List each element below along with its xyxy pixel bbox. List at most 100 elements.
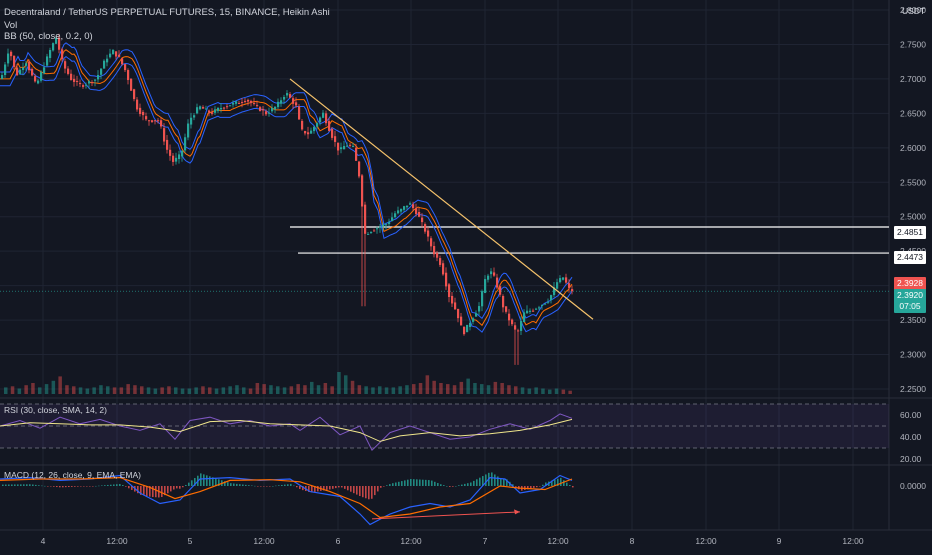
- volume-bar: [371, 387, 375, 394]
- macd-histogram-bar: [554, 479, 556, 486]
- volume-bar: [106, 386, 110, 394]
- macd-histogram-bar: [203, 474, 205, 486]
- macd-histogram-bar: [194, 478, 196, 486]
- macd-histogram-bar: [146, 486, 148, 497]
- candle-body: [82, 85, 85, 87]
- macd-label[interactable]: MACD (12, 26, close, 9, EMA, EMA): [4, 470, 141, 480]
- macd-histogram-bar: [446, 486, 448, 487]
- macd-histogram-bar: [515, 486, 517, 487]
- candle-body: [538, 307, 541, 309]
- volume-bar: [330, 386, 334, 394]
- macd-histogram-bar: [65, 486, 67, 488]
- level-2-tag[interactable]: 2.4473: [894, 251, 926, 264]
- macd-histogram-bar: [557, 478, 559, 486]
- candle-body: [220, 107, 223, 110]
- candle-body: [409, 203, 412, 205]
- candle-body: [343, 146, 346, 150]
- macd-histogram-bar: [248, 485, 250, 486]
- macd-histogram-bar: [149, 486, 151, 497]
- candle-body: [229, 105, 232, 107]
- rsi-panel: 60.00 40.00 20.00: [0, 403, 922, 464]
- volume-bar: [561, 389, 566, 394]
- candle-body: [280, 100, 283, 104]
- volume-bars: [4, 372, 572, 394]
- candle-body: [154, 120, 157, 122]
- macd-histogram-bar: [512, 484, 514, 486]
- macd-histogram-bar: [479, 477, 481, 486]
- candle-body: [265, 111, 268, 115]
- volume-bar: [344, 375, 348, 394]
- macd-histogram-bar: [98, 485, 100, 487]
- candle-body: [463, 326, 466, 335]
- candle-body: [490, 271, 493, 275]
- candle-body: [175, 157, 178, 162]
- candle-body: [517, 330, 520, 332]
- volume-label[interactable]: Vol: [4, 20, 18, 31]
- time-axis: 4 12:00 5 12:00 6 12:00 7 12:00 8 12:00 9 12:00: [41, 536, 864, 546]
- macd-histogram-bar: [380, 486, 382, 488]
- macd-histogram-bar: [128, 486, 130, 489]
- candle-body: [58, 37, 61, 50]
- x-tick-label: 12:00: [253, 536, 275, 546]
- candle-body: [493, 272, 496, 276]
- volume-bar: [446, 384, 450, 394]
- macd-histogram-bar: [491, 472, 493, 486]
- macd-histogram-bar: [311, 486, 313, 493]
- volume-bar: [384, 387, 389, 394]
- volume-bar: [180, 388, 185, 394]
- bb-label[interactable]: BB (50, close, 0.2, 0): [4, 31, 93, 42]
- macd-histogram-bar: [44, 485, 46, 487]
- macd-histogram-bar: [539, 486, 541, 487]
- volume-bar: [350, 380, 355, 394]
- level-1-tag[interactable]: 2.4851: [894, 226, 926, 239]
- volume-bar: [276, 386, 280, 394]
- macd-histogram-bar: [500, 478, 502, 486]
- candle-body: [526, 310, 529, 314]
- macd-histogram-bar: [224, 481, 226, 486]
- volume-bar: [357, 385, 362, 394]
- y-tick-label: 2.8000: [900, 5, 926, 15]
- candle-body: [190, 117, 193, 125]
- macd-histogram-bar: [167, 486, 169, 494]
- volume-bar: [398, 386, 402, 394]
- candle-body: [184, 137, 187, 151]
- volume-bar: [133, 385, 137, 394]
- rsi-label[interactable]: RSI (30, close, SMA, 14, 2): [4, 405, 107, 415]
- candle-body: [283, 97, 286, 100]
- volume-bar: [316, 385, 321, 394]
- volume-bar: [235, 385, 239, 394]
- volume-bar: [473, 383, 477, 394]
- macd-histogram-bar: [551, 480, 553, 486]
- macd-panel: 0.0000: [0, 472, 926, 526]
- volume-bar: [548, 389, 552, 394]
- macd-histogram-bar: [407, 479, 409, 486]
- candle-body: [292, 98, 295, 104]
- candle-body: [106, 58, 109, 63]
- candle-body: [541, 304, 544, 307]
- macd-histogram-bar: [353, 486, 355, 494]
- candle-body: [136, 99, 139, 110]
- symbol-title[interactable]: Decentraland / TetherUS PERPETUAL FUTURE…: [4, 7, 330, 18]
- candle-body: [352, 145, 355, 147]
- macd-histogram-bar: [374, 486, 376, 496]
- macd-histogram-bar: [113, 484, 115, 486]
- candle-body: [340, 147, 343, 150]
- candle-body: [142, 111, 145, 116]
- candle-body: [166, 139, 169, 150]
- candle-body: [322, 112, 325, 118]
- macd-histogram-bar: [449, 486, 451, 487]
- candle-body: [61, 49, 64, 60]
- candle-body: [424, 224, 427, 232]
- descending-trendline: [289, 78, 594, 320]
- x-tick-label: 8: [630, 536, 635, 546]
- x-tick-label: 4: [41, 536, 46, 546]
- x-tick-label: 7: [483, 536, 488, 546]
- currency-label: USDT: [902, 6, 926, 16]
- volume-bar: [310, 381, 314, 394]
- macd-histogram-bar: [272, 486, 274, 487]
- candle-body: [301, 120, 304, 130]
- candle-body: [112, 49, 115, 55]
- candle-body: [544, 303, 547, 305]
